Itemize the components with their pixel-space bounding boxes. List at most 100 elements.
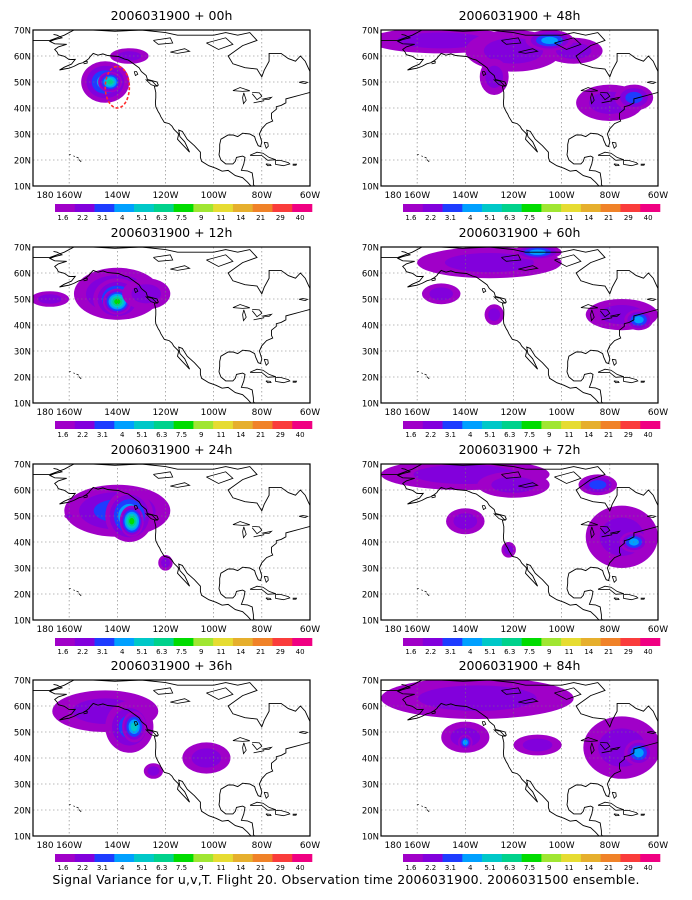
colorbar-swatch bbox=[252, 204, 273, 212]
colorbar-label: 11 bbox=[217, 864, 226, 872]
y-tick-label: 30N bbox=[362, 131, 379, 141]
colorbar-label: 5.1 bbox=[484, 648, 495, 656]
x-tick-label: 100W bbox=[201, 841, 227, 851]
colorbar-swatch bbox=[153, 638, 174, 646]
colorbar-label: 6.3 bbox=[156, 431, 167, 439]
x-tick-label: 160W bbox=[404, 191, 430, 201]
colorbar-label: 3.1 bbox=[97, 864, 108, 872]
y-tick-label: 60N bbox=[362, 487, 379, 497]
y-tick-label: 70N bbox=[362, 244, 379, 254]
coastline bbox=[232, 304, 250, 309]
coastline bbox=[421, 805, 423, 807]
coastline bbox=[518, 48, 539, 54]
variance-shade bbox=[625, 91, 643, 104]
coastline bbox=[153, 471, 174, 479]
colorbar-swatch bbox=[501, 854, 522, 862]
coastline bbox=[601, 750, 613, 754]
coastline bbox=[144, 729, 159, 737]
x-tick-label: 160W bbox=[56, 191, 82, 201]
y-tick-label: 10N bbox=[14, 617, 31, 627]
colorbar-swatch bbox=[521, 204, 542, 212]
colorbar-label: 2.2 bbox=[77, 648, 88, 656]
coastline bbox=[647, 515, 657, 519]
colorbar-label: 29 bbox=[624, 214, 633, 222]
coastline bbox=[501, 687, 522, 695]
coastline bbox=[292, 163, 298, 166]
coastline bbox=[421, 155, 423, 157]
coastline bbox=[133, 505, 139, 511]
colorbar-swatch bbox=[232, 204, 253, 212]
colorbar-label: 14 bbox=[236, 864, 245, 872]
colorbar-swatch bbox=[442, 854, 463, 862]
y-tick-label: 50N bbox=[14, 79, 31, 89]
coastline bbox=[640, 380, 646, 383]
colorbar-label: 14 bbox=[584, 648, 593, 656]
x-tick-label: 140W bbox=[452, 625, 478, 635]
y-tick-label: 40N bbox=[14, 105, 31, 115]
colorbar-swatch bbox=[292, 421, 313, 429]
x-tick-label: 140W bbox=[104, 841, 130, 851]
y-tick-label: 10N bbox=[14, 833, 31, 843]
coastline bbox=[263, 358, 269, 367]
coastline bbox=[597, 151, 624, 161]
coastline bbox=[518, 265, 539, 271]
x-tick-label: 100W bbox=[201, 191, 227, 201]
colorbar-swatch bbox=[442, 638, 463, 646]
y-tick-label: 20N bbox=[14, 374, 31, 384]
coastline bbox=[381, 247, 658, 403]
coastline bbox=[299, 298, 309, 302]
coastline bbox=[599, 309, 611, 318]
colorbar-swatch bbox=[482, 638, 503, 646]
y-tick-label: 30N bbox=[362, 565, 379, 575]
colorbar-label: 4 bbox=[120, 648, 125, 656]
x-tick-label: 160W bbox=[404, 841, 430, 851]
coastline bbox=[68, 803, 71, 806]
coastline bbox=[83, 60, 88, 65]
colorbar-label: 4 bbox=[468, 648, 473, 656]
colorbar-swatch bbox=[213, 421, 234, 429]
y-tick-label: 70N bbox=[14, 244, 31, 254]
coastline bbox=[481, 721, 487, 727]
coastline bbox=[299, 731, 309, 735]
x-tick-label: 180 bbox=[384, 625, 401, 635]
colorbar-label: 29 bbox=[624, 431, 633, 439]
colorbar-label: 4 bbox=[120, 431, 125, 439]
colorbar-swatch bbox=[600, 854, 621, 862]
colorbar-label: 6.3 bbox=[504, 214, 515, 222]
x-tick-label: 80W bbox=[600, 408, 620, 418]
colorbar-label: 3.1 bbox=[445, 648, 456, 656]
colorbar-label: 21 bbox=[256, 214, 265, 222]
x-tick-label: 80W bbox=[600, 191, 620, 201]
colorbar-label: 6.3 bbox=[156, 214, 167, 222]
coastline bbox=[170, 265, 191, 271]
x-tick-label: 140W bbox=[452, 191, 478, 201]
coastline bbox=[76, 590, 79, 593]
coastline bbox=[554, 254, 582, 267]
colorbar-swatch bbox=[193, 421, 214, 429]
coastline bbox=[144, 296, 159, 304]
colorbar-swatch bbox=[442, 204, 463, 212]
coastline bbox=[610, 746, 621, 750]
colorbar-label: 6.3 bbox=[504, 648, 515, 656]
colorbar-label: 2.2 bbox=[425, 214, 436, 222]
colorbar-swatch bbox=[232, 854, 253, 862]
panel-title: 2006031900 + 36h bbox=[111, 658, 233, 673]
coastline bbox=[590, 309, 595, 322]
colorbar-label: 3.1 bbox=[97, 431, 108, 439]
x-tick-label: 140W bbox=[104, 625, 130, 635]
panel-title: 2006031900 + 84h bbox=[459, 658, 581, 673]
colorbar-swatch bbox=[292, 854, 313, 862]
colorbar-swatch bbox=[501, 638, 522, 646]
colorbar-label: 9 bbox=[199, 648, 203, 656]
map-panel-1: 2006031900 + 00h 10N 20N 30N 40N 50N 60N 70N 180… bbox=[14, 8, 320, 222]
coastline bbox=[431, 494, 436, 499]
colorbar-label: 29 bbox=[276, 648, 285, 656]
coastline bbox=[299, 81, 309, 85]
colorbar-swatch bbox=[153, 854, 174, 862]
map-frame bbox=[380, 29, 659, 187]
coastline bbox=[73, 805, 75, 807]
y-tick-label: 40N bbox=[362, 322, 379, 332]
coastline bbox=[274, 593, 291, 601]
x-tick-label: 100W bbox=[201, 625, 227, 635]
